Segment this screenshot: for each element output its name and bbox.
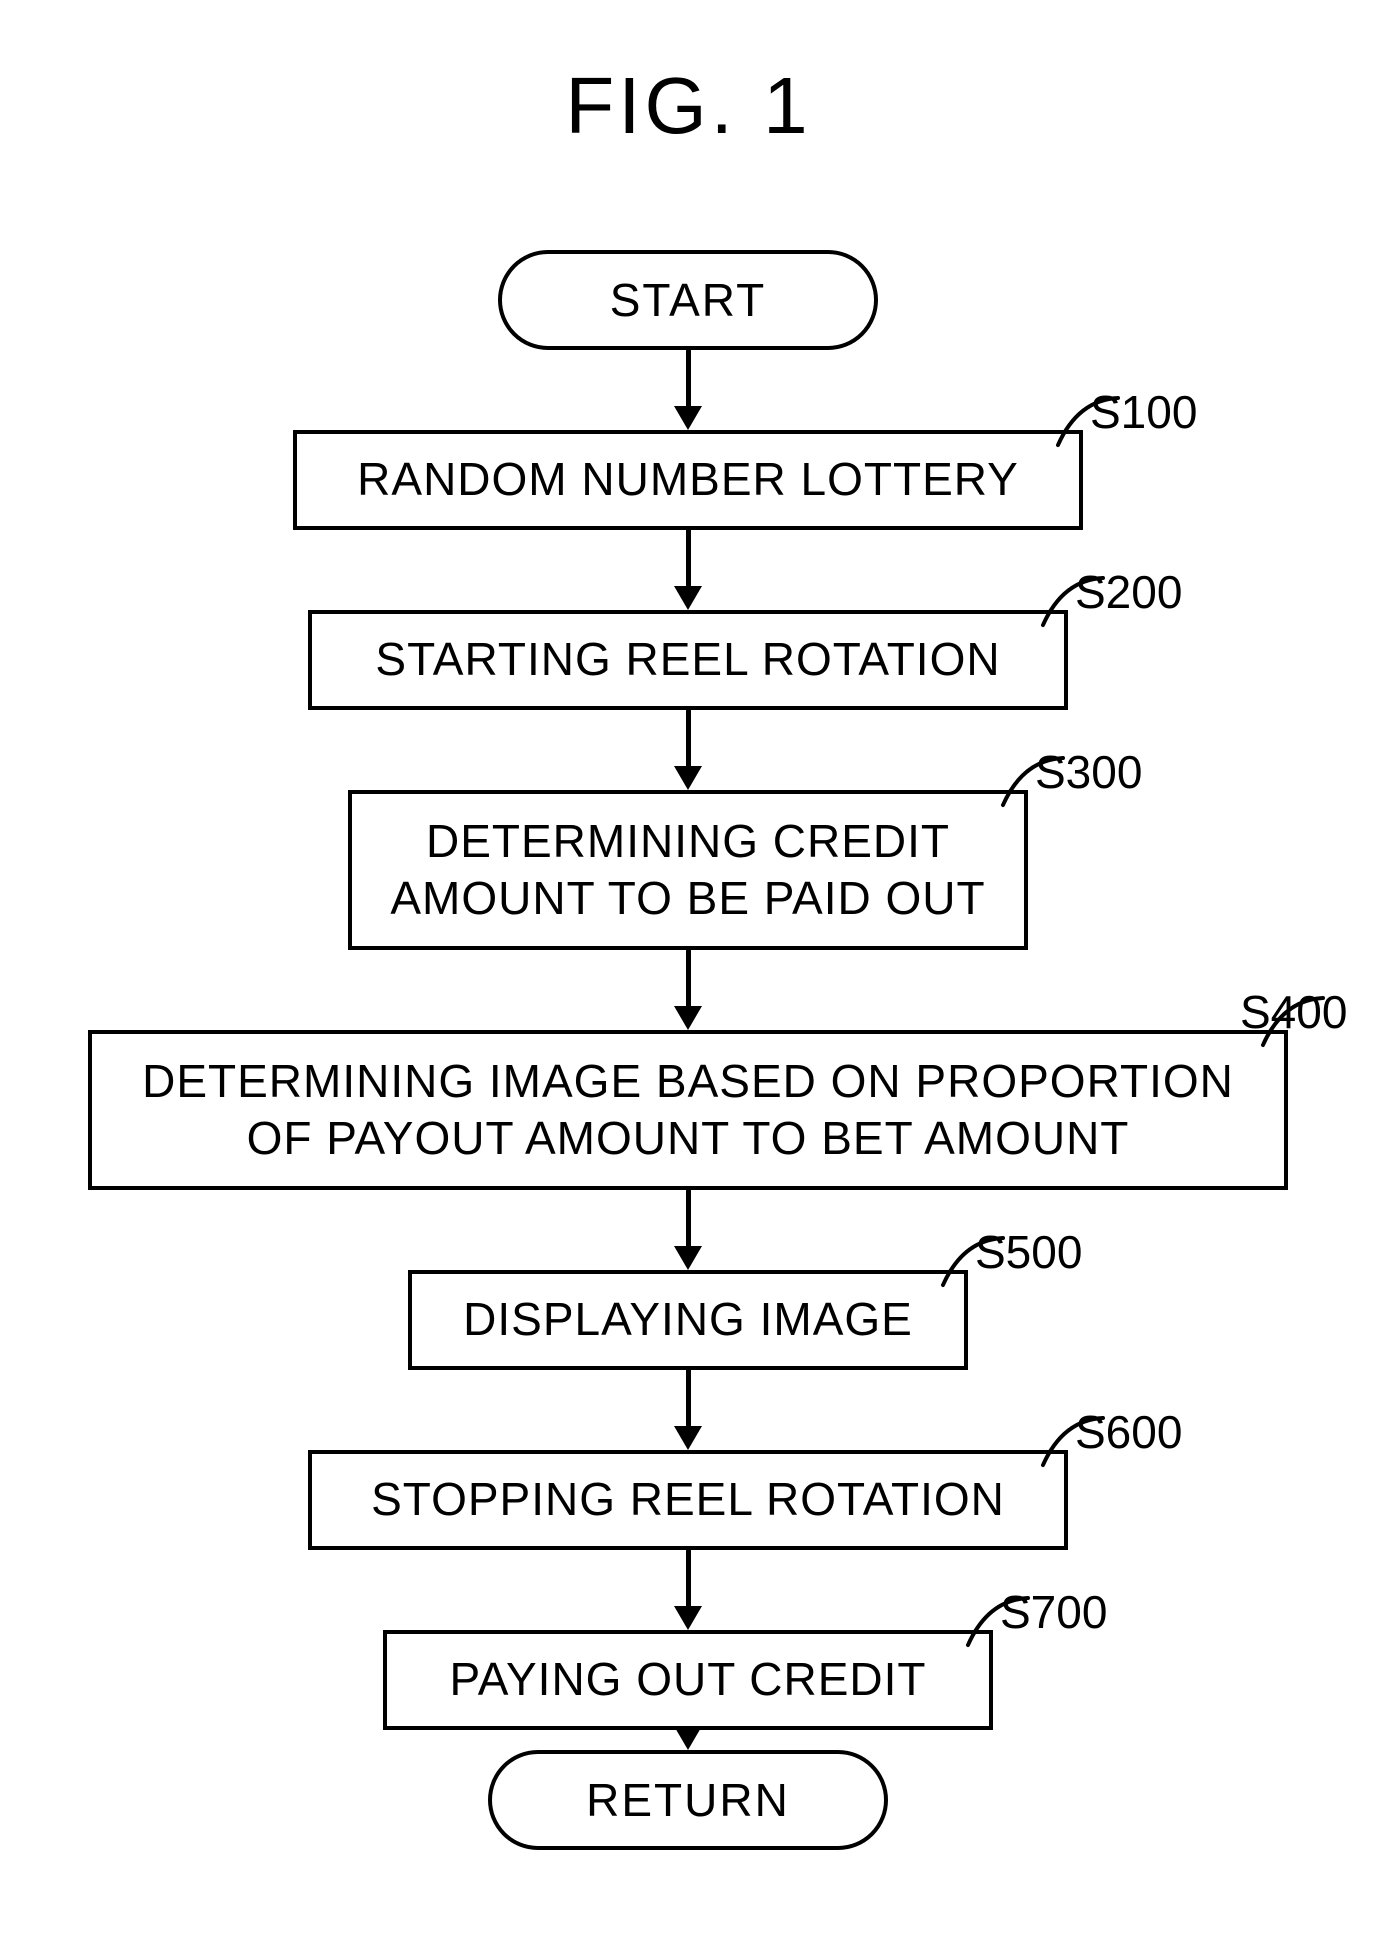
arrow-line (686, 1190, 691, 1246)
process-s300: DETERMINING CREDIT AMOUNT TO BE PAID OUT (348, 790, 1028, 950)
process-s500: DISPLAYING IMAGE (408, 1270, 968, 1370)
process-s400: DETERMINING IMAGE BASED ON PROPORTION OF… (88, 1030, 1288, 1190)
terminal-return: RETURN (488, 1750, 888, 1850)
arrow-line (686, 530, 691, 586)
connector-s200 (1038, 570, 1108, 630)
arrow-line (686, 1370, 691, 1426)
arrow-head (674, 406, 702, 430)
process-s700: PAYING OUT CREDIT (383, 1630, 993, 1730)
connector-s700 (963, 1590, 1033, 1650)
arrow-line (686, 710, 691, 766)
process-s600: STOPPING REEL ROTATION (308, 1450, 1068, 1550)
connector-s600 (1038, 1410, 1108, 1470)
process-s200: STARTING REEL ROTATION (308, 610, 1068, 710)
arrow-head (674, 586, 702, 610)
arrow-head (674, 1246, 702, 1270)
arrow-head (674, 1606, 702, 1630)
arrow-head (674, 1726, 702, 1750)
arrow-head (674, 1006, 702, 1030)
arrow-head (674, 1426, 702, 1450)
arrow-head (674, 766, 702, 790)
process-s100: RANDOM NUMBER LOTTERY (293, 430, 1083, 530)
arrow-line (686, 950, 691, 1006)
connector-s300 (998, 750, 1068, 810)
figure-title: FIG. 1 (0, 60, 1377, 152)
arrow-line (686, 1550, 691, 1606)
terminal-start: START (498, 250, 878, 350)
connector-s400 (1258, 990, 1328, 1050)
connector-s500 (938, 1230, 1008, 1290)
connector-s100 (1053, 390, 1123, 450)
arrow-line (686, 350, 691, 406)
